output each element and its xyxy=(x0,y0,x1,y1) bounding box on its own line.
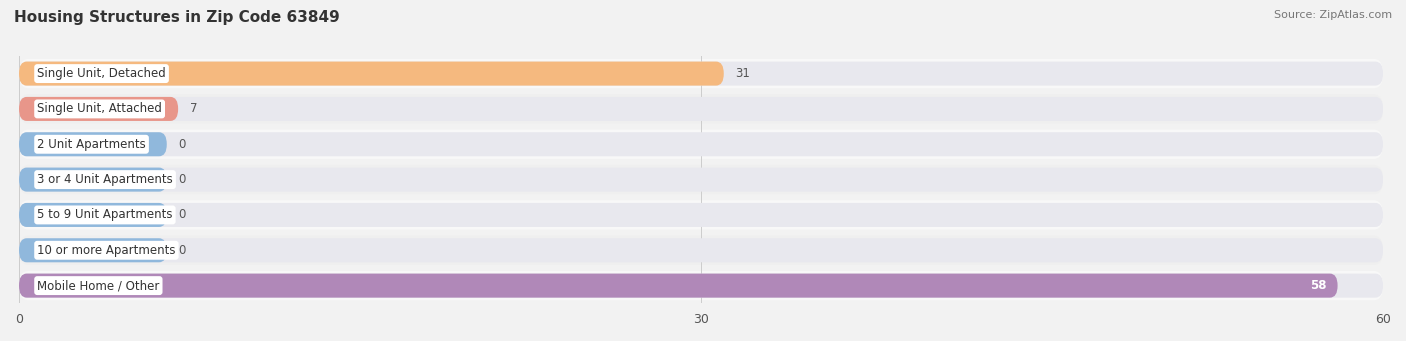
FancyBboxPatch shape xyxy=(20,167,167,192)
Text: Single Unit, Attached: Single Unit, Attached xyxy=(37,102,162,115)
FancyBboxPatch shape xyxy=(20,238,1384,262)
FancyBboxPatch shape xyxy=(20,132,1384,156)
FancyBboxPatch shape xyxy=(20,97,1384,121)
Text: 0: 0 xyxy=(179,173,186,186)
Text: 7: 7 xyxy=(190,102,197,115)
Text: 5 to 9 Unit Apartments: 5 to 9 Unit Apartments xyxy=(37,208,173,221)
FancyBboxPatch shape xyxy=(20,167,1384,192)
Text: Housing Structures in Zip Code 63849: Housing Structures in Zip Code 63849 xyxy=(14,10,340,25)
Text: 3 or 4 Unit Apartments: 3 or 4 Unit Apartments xyxy=(37,173,173,186)
FancyBboxPatch shape xyxy=(20,273,1337,298)
FancyBboxPatch shape xyxy=(20,200,1384,229)
FancyBboxPatch shape xyxy=(20,94,1384,123)
FancyBboxPatch shape xyxy=(20,165,1384,194)
FancyBboxPatch shape xyxy=(20,130,1384,159)
FancyBboxPatch shape xyxy=(20,132,167,156)
FancyBboxPatch shape xyxy=(20,97,179,121)
FancyBboxPatch shape xyxy=(20,273,1384,298)
FancyBboxPatch shape xyxy=(20,62,724,86)
FancyBboxPatch shape xyxy=(20,203,167,227)
Text: 31: 31 xyxy=(735,67,749,80)
FancyBboxPatch shape xyxy=(20,271,1384,300)
Text: 10 or more Apartments: 10 or more Apartments xyxy=(37,244,176,257)
Text: 2 Unit Apartments: 2 Unit Apartments xyxy=(37,138,146,151)
FancyBboxPatch shape xyxy=(20,59,1384,88)
FancyBboxPatch shape xyxy=(20,238,167,262)
Text: 0: 0 xyxy=(179,244,186,257)
Text: 0: 0 xyxy=(179,208,186,221)
Text: 0: 0 xyxy=(179,138,186,151)
Text: Source: ZipAtlas.com: Source: ZipAtlas.com xyxy=(1274,10,1392,20)
FancyBboxPatch shape xyxy=(20,236,1384,265)
Text: Single Unit, Detached: Single Unit, Detached xyxy=(37,67,166,80)
Text: Mobile Home / Other: Mobile Home / Other xyxy=(37,279,159,292)
FancyBboxPatch shape xyxy=(20,62,1384,86)
Text: 58: 58 xyxy=(1310,279,1326,292)
FancyBboxPatch shape xyxy=(20,203,1384,227)
